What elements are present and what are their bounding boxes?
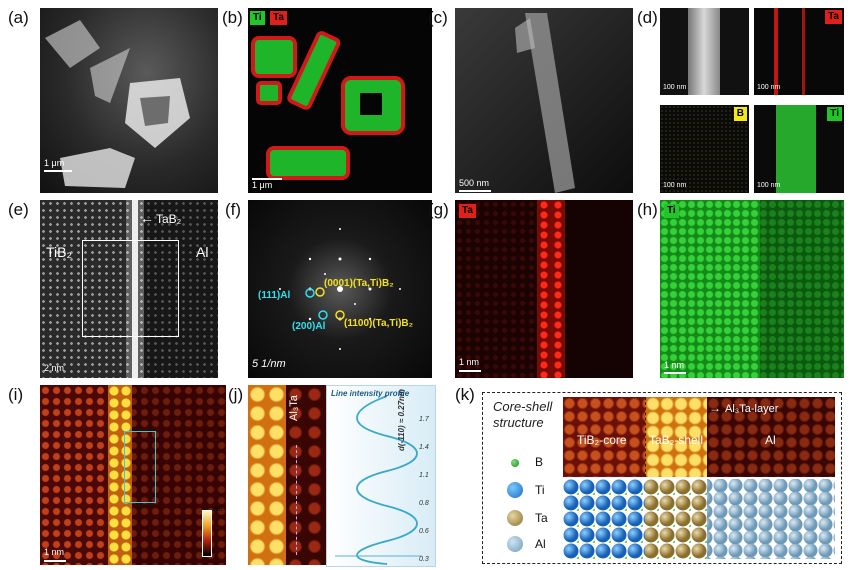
scale-label-d3: 100 nm: [663, 182, 687, 189]
schematic-title: Core-shell structure: [493, 399, 552, 431]
profile-curve: [335, 395, 422, 565]
panel-label-j: (j): [228, 385, 244, 404]
panel-label-h: (h): [637, 200, 658, 219]
panel-label-c: (c): [428, 8, 448, 27]
element-tag-ta: Ta: [270, 11, 287, 25]
legend-al: Al: [535, 537, 546, 551]
scale-bar-g: [459, 370, 481, 372]
scale-label-d2: 100 nm: [757, 84, 781, 91]
tick-label: 1.7: [419, 416, 429, 423]
spot-label-200-al: (200)Al: [292, 321, 326, 332]
eds-d-b: B 100 nm: [660, 105, 749, 193]
panel-label-b: (b): [222, 8, 243, 27]
eds-d-ti: Ti 100 nm: [754, 105, 844, 193]
colorbar-max: 255: [212, 507, 223, 513]
spot-label-0001: (0001)(Ta,Ti)B₂: [324, 278, 394, 289]
layer-label-al3ta: Al₃Ta: [288, 395, 300, 421]
spot-label-1100: (1100)(Ta,Ti)B₂: [344, 318, 414, 329]
zone-tab2-shell: [645, 397, 709, 477]
al-atom-icon: [507, 536, 523, 552]
eds-map-g: Ta 1 nm: [455, 200, 633, 378]
tick-label: 1.1: [419, 472, 429, 479]
panel-label-d: (d): [637, 8, 658, 27]
scale-label-a: 1 μm: [44, 158, 65, 168]
arrow-label-al3ta: Al₃Ta-layer: [725, 403, 779, 415]
b-atom-icon: [511, 459, 519, 467]
zone-label-shell: TaB₂-shell: [649, 433, 704, 447]
tem-image-c: 500 nm: [455, 8, 633, 193]
zone-al: [707, 397, 835, 477]
element-tag-h-ti: Ti: [664, 204, 679, 218]
zone-label-core: TiB₂-core: [577, 433, 627, 447]
scale-label-i: 1 nm: [44, 547, 65, 557]
legend-ti: Ti: [535, 483, 545, 497]
legend-b: B: [535, 455, 544, 469]
element-tag-d-ti: Ti: [827, 107, 842, 121]
arrow-icon: ←: [140, 210, 154, 226]
element-tag-g-ta: Ta: [459, 204, 476, 218]
ta-atom-icon: [507, 510, 523, 526]
profile-ticks: 1.7 1.4 1.1 0.8 0.6 0.3: [419, 406, 429, 566]
fft-pattern-f: (0001)(Ta,Ti)B₂ (1100)(Ta,Ti)B₂ (111)Al …: [248, 200, 432, 378]
eds-d-haadf: 100 nm: [660, 8, 749, 95]
tick-label: 0.3: [419, 556, 429, 563]
panel-label-g: (g): [428, 200, 449, 219]
phase-label-al: Al: [196, 244, 209, 260]
panel-label-f: (f): [225, 200, 242, 219]
zone-label-al: Al: [765, 433, 776, 447]
scale-label-d1: 100 nm: [663, 84, 687, 91]
scale-bar-a: [44, 170, 72, 172]
colorbar-min: 0: [212, 549, 216, 555]
scale-label-f: 5 1/nm: [252, 358, 286, 370]
atomic-strip-j: Al₃Ta: [248, 385, 326, 565]
tick-label: 1.4: [419, 444, 429, 451]
panel-label-k: (k): [455, 385, 475, 404]
eds-map-b: Ti Ta 1 μm: [248, 8, 432, 193]
sem-image-a: 1 μm: [40, 8, 218, 193]
scale-label-g: 1 nm: [459, 357, 480, 367]
element-tag-ti: Ti: [250, 11, 265, 25]
haadf-image-e: TiB₂ Al ← TaB₂ 2 nm: [40, 200, 218, 378]
arrow-right-icon: →: [709, 401, 721, 415]
nanoplate-shape: [515, 13, 575, 193]
arrow-label-tab2: TaB₂: [156, 212, 182, 226]
line-profile-j: Line intensity profile d(-110) ≈ 0.27nm …: [326, 385, 436, 567]
scale-label-c: 500 nm: [459, 178, 490, 188]
title-line-2: structure: [493, 415, 544, 430]
d-spacing-label: d(-110) ≈ 0.27nm: [397, 388, 406, 451]
scale-label-b: 1 μm: [252, 180, 273, 190]
scale-label-e: 2 nm: [44, 363, 65, 373]
atomic-model: [563, 479, 835, 559]
haadf-heatmap-i: 255 0 1 nm: [40, 385, 226, 565]
element-tag-d-b: B: [733, 107, 747, 121]
eds-map-h: Ti 1 nm: [660, 200, 844, 378]
panel-label-a: (a): [8, 8, 29, 27]
zone-tib2-core: [563, 397, 645, 477]
legend-ta: Ta: [535, 511, 548, 525]
eds-particles: [251, 31, 405, 180]
scale-bar-i: [44, 560, 66, 562]
element-tag-d-ta: Ta: [825, 10, 842, 24]
eds-d-ta: Ta 100 nm: [754, 8, 844, 95]
diffraction-spots: [279, 228, 401, 350]
colorbar: [202, 510, 212, 557]
tick-label: 0.6: [419, 528, 429, 535]
profile-title: Line intensity profile: [331, 389, 410, 398]
scale-label-d4: 100 nm: [757, 182, 781, 189]
title-line-1: Core-shell: [493, 399, 553, 414]
scale-bar-b: [252, 178, 282, 180]
panel-label-i: (i): [8, 385, 24, 404]
scale-label-h: 1 nm: [664, 360, 685, 370]
phase-label-tib2: TiB₂: [46, 244, 72, 260]
tick-label: 0.8: [419, 500, 429, 507]
particle-shapes: [45, 20, 190, 188]
spot-label-111-al: (111)Al: [258, 290, 291, 301]
panel-label-e: (e): [8, 200, 29, 219]
ti-atom-icon: [507, 482, 523, 498]
scale-bar-h: [664, 372, 686, 374]
schematic-k: Core-shell structure B Ti Ta Al TiB₂-cor…: [482, 392, 842, 564]
scale-bar-c: [459, 190, 491, 192]
